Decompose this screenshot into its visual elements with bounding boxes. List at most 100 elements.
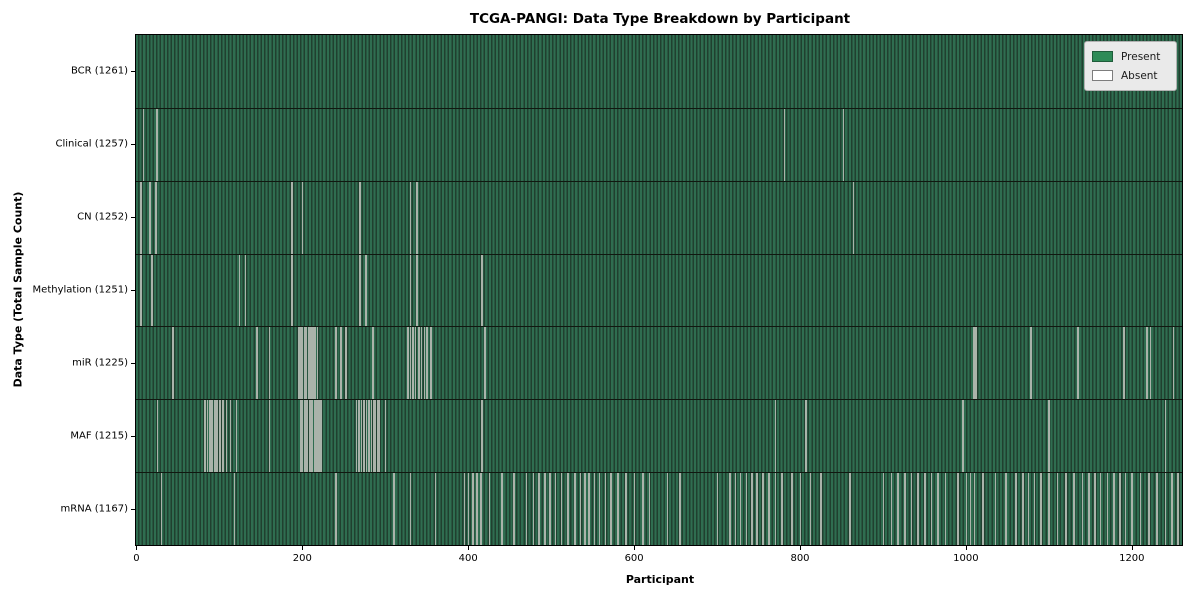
absent-mark xyxy=(734,473,737,545)
absent-mark xyxy=(583,473,586,545)
absent-mark xyxy=(378,400,380,473)
absent-mark xyxy=(150,254,153,327)
absent-mark xyxy=(313,400,316,473)
absent-mark xyxy=(316,400,319,473)
absent-mark xyxy=(359,254,361,327)
absent-mark xyxy=(1056,473,1059,545)
absent-mark xyxy=(315,400,317,473)
y-tick-label: CN (1252) xyxy=(77,211,128,223)
y-tick-label: Methylation (1251) xyxy=(32,284,128,296)
absent-mark xyxy=(1147,473,1150,545)
absent-mark xyxy=(849,473,851,545)
absent-mark xyxy=(1065,473,1067,545)
absent-mark xyxy=(291,181,293,254)
absent-mark xyxy=(930,473,933,545)
absent-mark xyxy=(307,327,310,400)
absent-mark xyxy=(1146,327,1148,400)
heatmap-row-mir xyxy=(136,326,1182,400)
heatmap-row-maf xyxy=(136,399,1182,473)
y-tick-label: Clinical (1257) xyxy=(55,138,129,150)
absent-mark xyxy=(310,400,312,473)
absent-mark xyxy=(1113,473,1115,545)
absent-mark xyxy=(809,473,812,545)
absent-mark xyxy=(308,400,311,473)
absent-mark xyxy=(1081,473,1084,545)
x-tick-mark xyxy=(634,546,636,550)
absent-mark xyxy=(309,327,311,400)
x-tick-mark xyxy=(136,546,138,550)
absent-mark xyxy=(306,400,309,473)
x-tick-mark xyxy=(302,546,304,550)
absent-mark xyxy=(625,473,627,545)
absent-mark xyxy=(882,473,885,545)
absent-mark xyxy=(312,327,315,400)
x-tick-label: 600 xyxy=(624,553,644,564)
absent-mark xyxy=(393,473,395,545)
absent-mark xyxy=(463,473,466,545)
absent-mark xyxy=(430,327,433,400)
absent-mark xyxy=(1094,473,1096,545)
absent-mark xyxy=(532,473,535,545)
heatmap-row-mrna xyxy=(136,472,1182,545)
absent-mark xyxy=(962,400,964,473)
absent-mark xyxy=(774,400,777,473)
absent-mark xyxy=(355,400,358,473)
absent-mark xyxy=(376,400,379,473)
absent-mark xyxy=(1073,473,1075,545)
absent-mark xyxy=(917,473,919,545)
absent-mark xyxy=(975,327,978,400)
absent-mark xyxy=(140,181,142,254)
x-tick-label: 400 xyxy=(458,553,478,564)
absent-mark xyxy=(467,473,470,545)
absent-mark xyxy=(1030,327,1032,400)
absent-mark xyxy=(320,400,322,473)
absent-mark xyxy=(156,400,159,473)
absent-mark xyxy=(213,400,216,473)
y-tick-mark xyxy=(131,435,135,437)
absent-mark xyxy=(420,327,423,400)
absent-mark xyxy=(414,327,417,400)
absent-mark xyxy=(729,473,731,545)
absent-mark xyxy=(500,473,503,545)
x-tick-label: 800 xyxy=(790,553,810,564)
absent-mark xyxy=(233,473,236,545)
absent-mark xyxy=(756,473,759,545)
absent-mark xyxy=(319,400,321,473)
heatmap-row-clinical xyxy=(136,107,1182,181)
legend-swatch-absent xyxy=(1092,70,1113,81)
absent-mark xyxy=(484,327,486,400)
absent-mark xyxy=(805,400,807,473)
absent-mark xyxy=(852,181,855,254)
absent-mark xyxy=(335,473,337,545)
absent-mark xyxy=(1164,473,1167,545)
absent-mark xyxy=(155,108,158,181)
absent-mark xyxy=(1131,473,1133,545)
absent-mark xyxy=(345,327,347,400)
absent-mark xyxy=(423,327,426,400)
absent-mark xyxy=(1123,327,1125,400)
absent-mark xyxy=(573,473,576,545)
absent-mark xyxy=(745,473,748,545)
absent-mark xyxy=(222,400,224,473)
absent-mark xyxy=(1033,473,1036,545)
absent-mark xyxy=(1156,473,1158,545)
absent-mark xyxy=(172,327,175,400)
absent-mark xyxy=(318,400,321,473)
x-axis-label: Participant xyxy=(625,573,695,586)
absent-mark xyxy=(360,400,363,473)
absent-mark xyxy=(364,254,367,327)
absent-mark xyxy=(244,254,247,327)
absent-mark xyxy=(617,473,619,545)
absent-mark xyxy=(1015,473,1017,545)
absent-mark xyxy=(409,254,412,327)
absent-mark xyxy=(965,473,968,545)
x-tick-mark xyxy=(800,546,801,550)
absent-mark xyxy=(363,400,365,473)
absent-mark xyxy=(311,327,313,400)
absent-mark xyxy=(416,181,418,254)
absent-mark xyxy=(768,473,770,545)
absent-mark xyxy=(481,254,483,327)
x-tick-mark xyxy=(468,546,470,550)
absent-mark xyxy=(335,327,337,400)
absent-mark xyxy=(407,327,409,400)
